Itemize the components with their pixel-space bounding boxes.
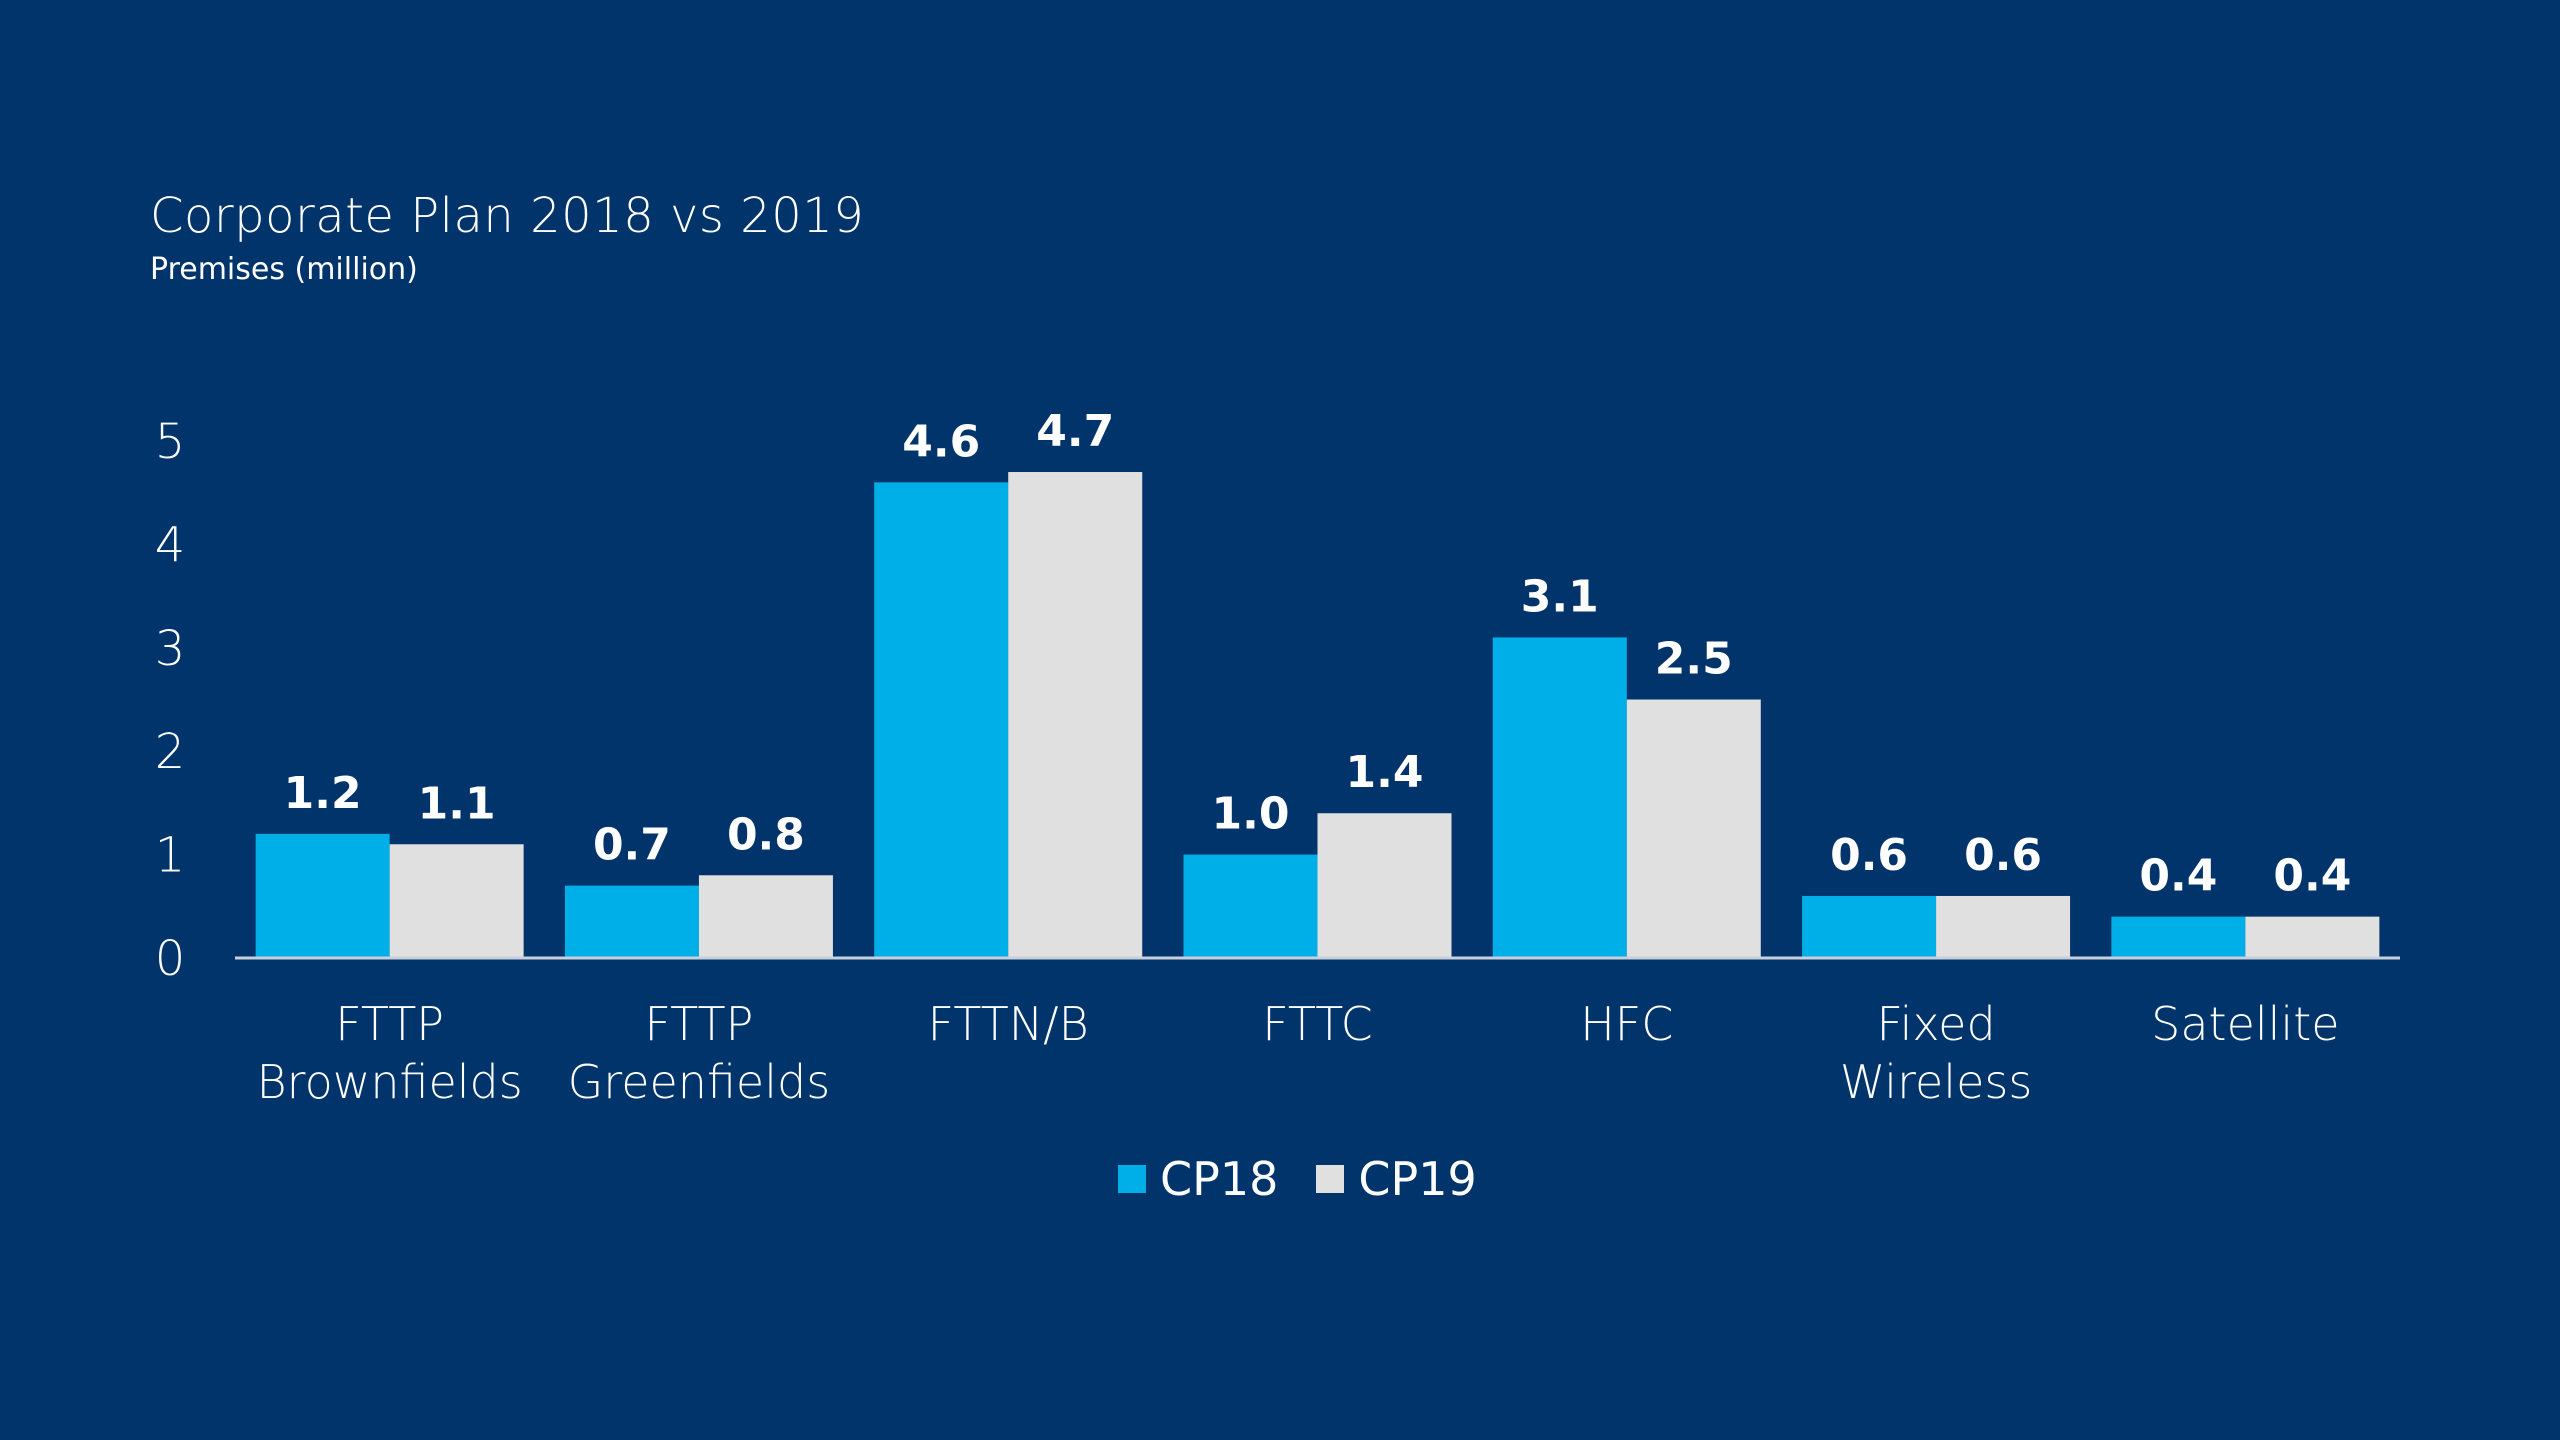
legend-label-cp18: CP18 [1160, 1152, 1279, 1206]
data-label: 4.7 [1036, 406, 1114, 457]
data-label: 1.4 [1346, 747, 1424, 798]
bar-cp18 [255, 833, 390, 958]
x-tick-label: FTTC [1262, 997, 1372, 1051]
bar-cp18 [564, 885, 699, 958]
bar-cp19 [698, 875, 833, 958]
bar-cp18 [2111, 916, 2246, 958]
x-tick-label: HFC [1580, 997, 1673, 1051]
legend-label-cp19: CP19 [1358, 1152, 1477, 1206]
data-label: 4.6 [902, 416, 980, 467]
legend: CP18 CP19 [1118, 1152, 1515, 1206]
y-tick-label: 2 [155, 724, 186, 780]
data-label: 0.4 [2139, 851, 2217, 902]
data-label: 0.4 [2273, 851, 2351, 902]
bar-cp18 [874, 482, 1009, 958]
x-tick-label: FTTP [335, 997, 444, 1051]
data-label: 1.2 [284, 768, 362, 819]
legend-swatch-cp19 [1316, 1165, 1345, 1193]
data-label: 1.1 [418, 778, 496, 829]
data-label: 2.5 [1655, 634, 1733, 685]
data-label: 0.8 [727, 809, 805, 860]
data-label: 0.6 [1830, 830, 1908, 881]
legend-item-cp18: CP18 [1118, 1152, 1278, 1206]
data-label: 1.0 [1212, 789, 1290, 840]
data-label: 3.1 [1521, 571, 1599, 622]
legend-item-cp19: CP19 [1316, 1152, 1477, 1206]
bar-cp19 [1008, 472, 1143, 958]
bar-cp18 [1802, 895, 1937, 958]
bar-cp19 [1626, 699, 1761, 958]
x-tick-label: Brownfields [257, 1055, 523, 1109]
x-tick-label: Wireless [1840, 1055, 2032, 1109]
legend-swatch-cp18 [1118, 1165, 1146, 1193]
bar-cp18 [1492, 637, 1627, 958]
x-tick-label: FTTP [645, 997, 754, 1051]
y-tick-label: 1 [155, 828, 186, 884]
y-tick-label: 5 [155, 414, 186, 470]
data-label: 0.6 [1964, 830, 2042, 881]
x-tick-label: Fixed [1876, 997, 1995, 1051]
bar-cp18 [1183, 854, 1318, 958]
chart-subtitle: Premises (million) [150, 252, 418, 287]
y-tick-label: 0 [155, 931, 186, 987]
x-tick-label: FTTN/B [928, 997, 1089, 1051]
bar-cp19 [2245, 916, 2380, 958]
bar-cp19 [1317, 813, 1452, 958]
bar-cp19 [1936, 895, 2071, 958]
data-label: 0.7 [593, 820, 671, 871]
x-tick-label: Greenfields [568, 1055, 831, 1109]
x-tick-label: Satellite [2151, 997, 2339, 1051]
y-tick-label: 3 [155, 621, 186, 677]
bar-cp19 [389, 844, 524, 958]
chart-title: Corporate Plan 2018 vs 2019 [150, 188, 865, 244]
y-tick-label: 4 [155, 517, 186, 573]
